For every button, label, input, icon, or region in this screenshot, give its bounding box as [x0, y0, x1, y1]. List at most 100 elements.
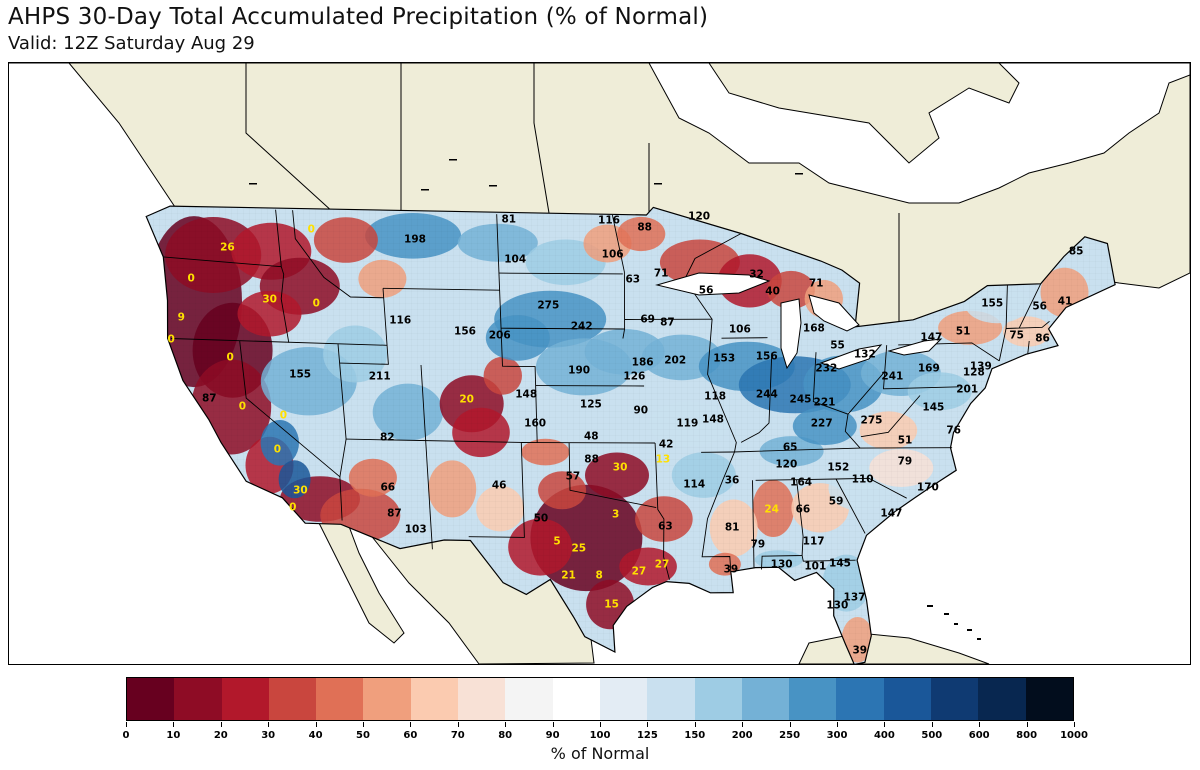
colorbar-tick-label: 100	[589, 730, 611, 741]
wet-value-label: 63	[625, 273, 641, 286]
wet-value-label: 116	[389, 314, 412, 327]
wet-value-label: 88	[637, 221, 652, 234]
colorbar-tick-label: 70	[450, 730, 465, 741]
state-line	[498, 272, 623, 275]
colorbar-tick-mark	[1026, 722, 1028, 727]
colorbar-swatch	[599, 678, 648, 720]
wet-value-label: 114	[683, 478, 706, 491]
colorbar-swatch	[836, 678, 884, 720]
wet-value-label: 275	[537, 299, 560, 312]
colorbar-tick-label: 600	[968, 730, 990, 741]
wet-value-label: 63	[658, 520, 673, 532]
wet-value-label: 130	[826, 599, 849, 612]
wet-value-label: 168	[802, 322, 825, 335]
wet-value-label: 164	[790, 476, 813, 489]
dry-value-label: 0	[226, 351, 234, 364]
great-lakes	[655, 272, 943, 370]
dry-value-label: 0	[279, 409, 288, 422]
wet-value-label: 59	[828, 495, 844, 508]
dry-value-label: 27	[654, 558, 670, 571]
colorbar-tick-label: 1000	[1060, 730, 1088, 741]
wet-value-label: 147	[920, 331, 943, 344]
colorbar-tick-mark	[220, 722, 222, 727]
colorbar-tick-label: 20	[213, 730, 228, 741]
dry-value-label: 26	[220, 241, 235, 254]
state-line	[883, 345, 960, 390]
colorbar-tick-label: 150	[684, 730, 706, 741]
wet-value-label: 130	[770, 558, 793, 571]
wet-value-label: 206	[488, 329, 511, 342]
wet-value-label: 190	[568, 364, 591, 377]
colorbar-tick-mark	[694, 722, 696, 727]
wet-value-label: 87	[660, 316, 675, 329]
cuba-landmass	[798, 632, 990, 664]
wet-value-label: 201	[956, 383, 979, 396]
wet-value-label: 32	[749, 268, 764, 281]
colorbar-tick-mark	[505, 722, 507, 727]
state-line	[170, 338, 388, 346]
map-canvas	[9, 63, 1190, 664]
wet-value-label: 85	[1068, 245, 1084, 258]
wet-value-label: 110	[851, 473, 874, 486]
wet-value-label: 132	[853, 348, 876, 361]
colorbar-tick-label: 200	[731, 730, 753, 741]
wet-value-label: 139	[969, 360, 992, 373]
dry-value-label: 0	[307, 223, 315, 236]
colorbar-tick-mark	[884, 722, 886, 727]
dry-value-label: 30	[262, 293, 277, 306]
state-line	[611, 214, 626, 339]
wet-value-label: 116	[598, 214, 620, 227]
colorbar-swatch	[694, 678, 742, 720]
wet-value-label: 76	[946, 424, 961, 437]
dry-value-label: 3	[612, 508, 620, 521]
colorbar-swatch	[647, 678, 695, 720]
dry-value-label: 30	[612, 461, 628, 474]
dry-value-label: 0	[289, 501, 297, 514]
wet-value-label: 50	[533, 512, 549, 525]
colorbar-tick-label: 250	[779, 730, 801, 741]
colorbar-tick-mark	[552, 722, 554, 727]
colorbar-swatch	[741, 678, 790, 720]
dry-value-label: 30	[293, 484, 308, 497]
wet-value-label: 88	[584, 453, 599, 466]
wet-value-label: 55	[830, 339, 845, 352]
wet-value-label: 118	[704, 390, 727, 403]
state-line	[339, 288, 389, 365]
wet-value-label: 227	[810, 417, 833, 430]
colorbar-swatch	[316, 678, 364, 720]
state-line	[844, 371, 886, 449]
colorbar-tick-mark	[979, 722, 981, 727]
wet-value-label: 106	[728, 323, 751, 336]
colorbar-tick-mark	[600, 722, 601, 727]
colorbar-swatch	[1025, 678, 1073, 720]
dry-value-label: 0	[312, 297, 320, 310]
state-line	[275, 209, 290, 343]
wet-value-label: 81	[501, 213, 517, 226]
colorbar-tick-label: 0	[122, 730, 130, 741]
wet-value-label: 241	[881, 370, 904, 383]
wet-value-label: 148	[702, 413, 724, 426]
wet-value-label: 40	[765, 285, 780, 298]
wet-value-label: 104	[504, 253, 527, 266]
wet-value-label: 245	[789, 393, 812, 406]
wet-value-label: 39	[723, 563, 739, 576]
wet-value-label: 119	[676, 417, 699, 430]
precipitation-map[interactable]: 81 116 88 120 198 104 106 71 63 56 32 40 71 85 155 56 41…	[8, 62, 1191, 665]
colorbar-tick-mark	[647, 722, 649, 727]
wet-value-label: 244	[755, 388, 778, 401]
wet-value-label: 36	[724, 474, 740, 486]
wet-value-label: 71	[653, 267, 669, 280]
wet-value-label: 65	[782, 441, 798, 453]
wet-value-label: 148	[515, 388, 538, 401]
colorbar-swatch	[883, 678, 932, 720]
colorbar-tick-label: 80	[498, 730, 513, 741]
wet-value-label: 202	[664, 354, 687, 367]
dry-value-label: 25	[571, 542, 587, 555]
state-line	[568, 442, 657, 509]
island-dots	[927, 605, 981, 640]
wet-value-label: 69	[640, 313, 655, 325]
wet-value-label: 41	[1057, 295, 1073, 308]
state-line	[801, 555, 856, 562]
state-line	[382, 287, 500, 291]
wet-value-label: 117	[802, 535, 825, 548]
